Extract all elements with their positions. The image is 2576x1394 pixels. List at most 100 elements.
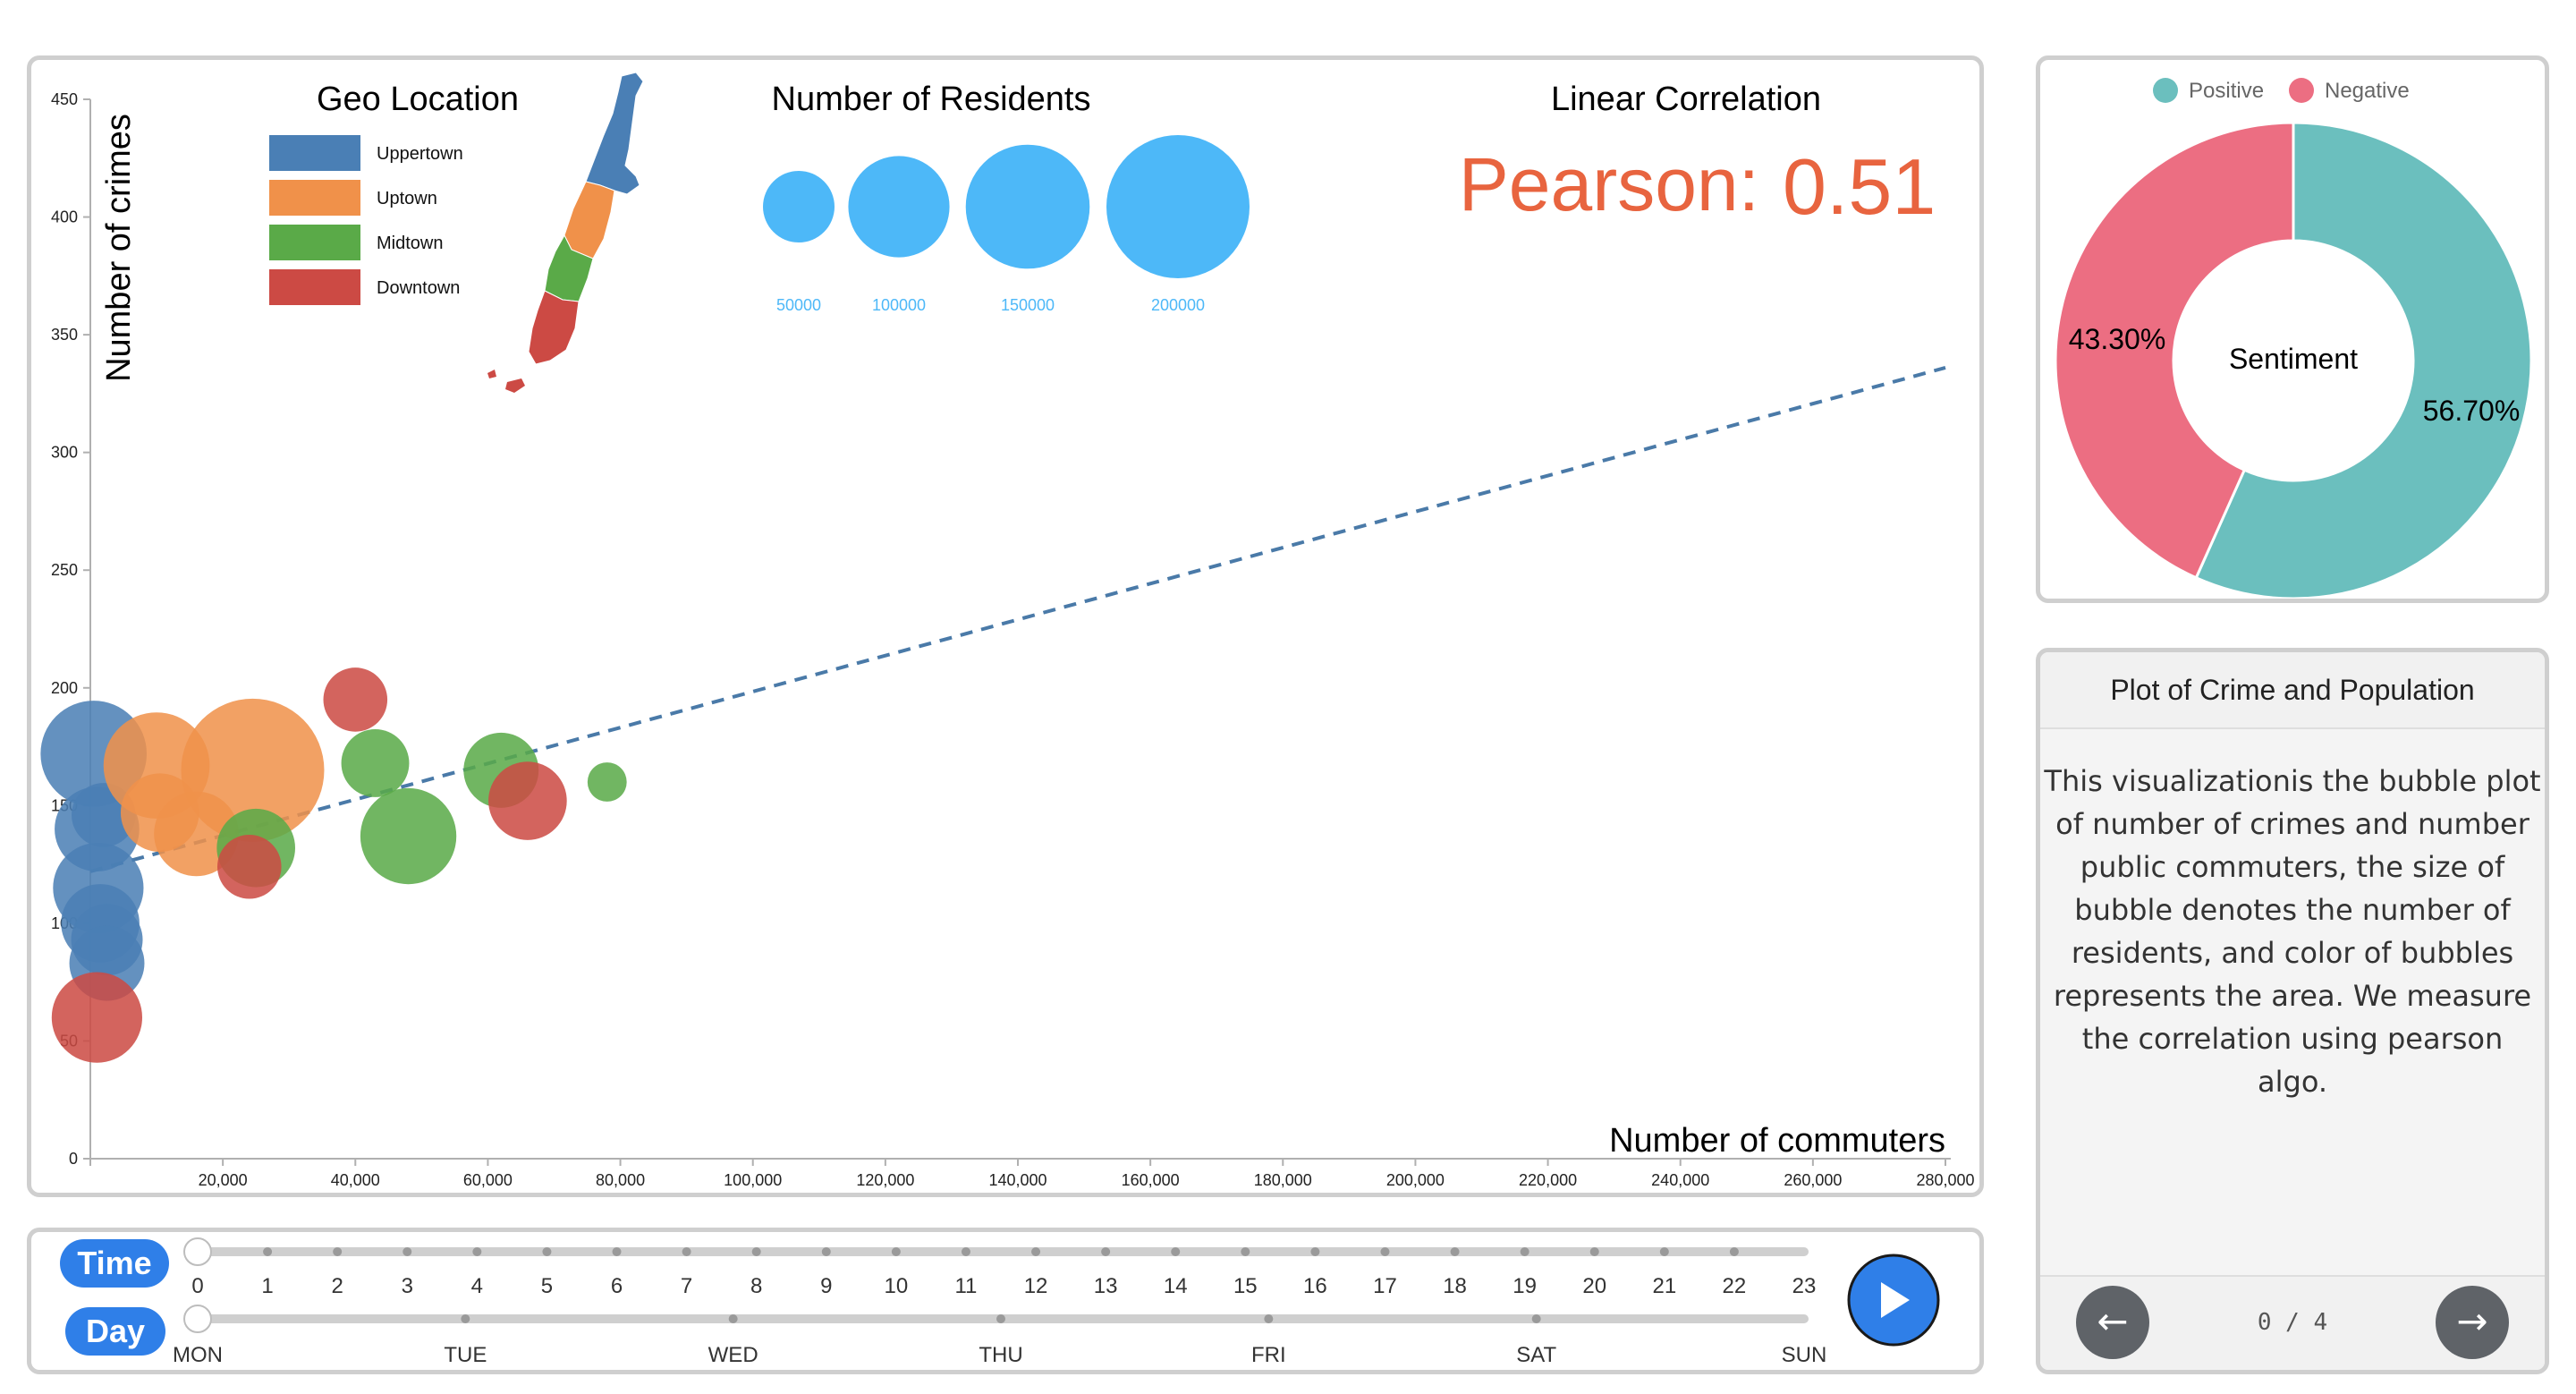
slider-tick-dot <box>1729 1247 1739 1256</box>
day-slider[interactable]: MON TUE WED THU FRI SAT SUN <box>173 1305 1826 1367</box>
x-tick-label: 20,000 <box>199 1171 248 1189</box>
bubble-midtown <box>341 729 410 797</box>
slider-tick-dot <box>1031 1247 1041 1256</box>
info-description: This visualizationis the bubble plot of … <box>2044 764 2541 1099</box>
slider-tick-dot <box>402 1247 412 1256</box>
sentiment-legend: Positive Negative <box>2153 78 2410 103</box>
slider-tick-dot <box>821 1247 831 1256</box>
x-tick-label: 80,000 <box>596 1171 645 1189</box>
size-legend-circle <box>763 171 835 242</box>
slider-tick-dot <box>461 1314 470 1323</box>
slider-tick-dot <box>996 1314 1005 1323</box>
slider-tick-dot <box>1450 1247 1460 1256</box>
slider-tick-dot <box>1101 1247 1111 1256</box>
bubble-downtown <box>323 667 388 732</box>
size-legend-label: 150000 <box>1001 296 1055 314</box>
legend-label: Midtown <box>377 234 443 253</box>
slider-tick-dot <box>1659 1247 1669 1256</box>
geo-legend: Uppertown Uptown Midtown Downtown <box>269 135 463 305</box>
slider-tick-label: 7 <box>681 1274 692 1298</box>
size-legend-label: 200000 <box>1151 296 1205 314</box>
slider-tick-label: 22 <box>1723 1274 1747 1298</box>
slider-tick-label: 4 <box>471 1274 483 1298</box>
slider-tick-label: 23 <box>1792 1274 1817 1298</box>
y-tick-label: 0 <box>69 1150 78 1168</box>
bubble-downtown <box>216 834 282 899</box>
slider-tick-dot <box>1171 1247 1181 1256</box>
slider-tracks: 0 1 2 3 4 5 6 7 8 9 10 11 12 13 14 15 16 17 18 19 20 21 22 23 M… <box>173 1237 1940 1367</box>
x-axis-label: Number of commuters <box>1609 1122 1945 1160</box>
sentiment-legend-label: Negative <box>2325 79 2410 103</box>
size-legend-circle <box>965 144 1090 269</box>
pearson-label: Pearson: <box>1459 142 1759 226</box>
slider-tick-label: 20 <box>1582 1274 1606 1298</box>
slider-tick-dot <box>961 1247 970 1256</box>
slider-tick-label: WED <box>708 1343 758 1367</box>
slider-tick-dot <box>542 1247 552 1256</box>
x-tick-label: 180,000 <box>1254 1171 1312 1189</box>
slider-tick-label: 10 <box>885 1274 909 1298</box>
x-tick-label: 60,000 <box>463 1171 513 1189</box>
slider-tick-dot <box>1380 1247 1390 1256</box>
slider-tick-dot <box>263 1247 273 1256</box>
slider-tick-label: 1 <box>261 1274 273 1298</box>
y-tick-label: 400 <box>51 208 78 226</box>
slider-tick-label: 6 <box>611 1274 623 1298</box>
slider-tick-dot <box>728 1314 738 1323</box>
slider-tick-dot <box>1310 1247 1320 1256</box>
donut-label-positive: 56.70% <box>2423 395 2521 427</box>
slider-tick-dot <box>1520 1247 1530 1256</box>
prev-page-button[interactable]: ← <box>2076 1286 2149 1359</box>
donut-slice-negative <box>2054 121 2295 580</box>
slider-handle <box>183 1305 212 1333</box>
slider-tick-label: MON <box>173 1343 223 1367</box>
scatter-chart-panel: 20,000 40,000 60,000 80,000 100,000 120,000 14… <box>27 55 1984 1197</box>
arrow-right-icon: → <box>2456 1299 2488 1343</box>
legend-label: Uptown <box>377 189 437 208</box>
size-legend-label: 100000 <box>872 296 926 314</box>
slider-tick-label: 2 <box>331 1274 343 1298</box>
slider-tick-label: FRI <box>1251 1343 1286 1367</box>
x-tick-label: 120,000 <box>856 1171 914 1189</box>
slider-tick-dot <box>751 1247 761 1256</box>
next-page-button[interactable]: → <box>2436 1286 2509 1359</box>
day-label-pill: Day <box>65 1307 165 1356</box>
size-legend-circle <box>848 156 950 258</box>
x-tick-label: 160,000 <box>1122 1171 1180 1189</box>
sentiment-legend-dot <box>2153 78 2178 103</box>
y-axis-label: Number of crimes <box>100 114 138 382</box>
slider-tick-label: 18 <box>1443 1274 1467 1298</box>
slider-tick-label: 0 <box>191 1274 203 1298</box>
slider-tick-dot <box>891 1247 901 1256</box>
size-legend-label: 50000 <box>776 296 821 314</box>
slider-tick-dot <box>682 1247 691 1256</box>
time-slider[interactable]: 0 1 2 3 4 5 6 7 8 9 10 11 12 13 14 15 16 17 18 19 20 21 22 23 <box>183 1237 1817 1298</box>
time-day-controls: Time Day 0 1 2 3 4 5 6 7 8 9 10 11 12 13 14 15 16 17 18 19 2… <box>27 1228 1984 1374</box>
sentiment-panel: Positive Negative Sentiment 43.30% 56.70% <box>2036 55 2549 603</box>
x-tick-label: 280,000 <box>1916 1171 1974 1189</box>
x-tick-label: 200,000 <box>1386 1171 1445 1189</box>
arrow-left-icon: ← <box>2097 1299 2129 1343</box>
slider-tick-dot <box>1531 1314 1541 1323</box>
slider-tick-dot <box>1264 1314 1274 1323</box>
donut-slices <box>2054 121 2533 599</box>
x-tick-label: 260,000 <box>1784 1171 1842 1189</box>
page-indicator: 0 / 4 <box>2257 1309 2328 1336</box>
play-button[interactable] <box>1847 1254 1940 1347</box>
legend-swatch <box>269 269 360 305</box>
time-label-pill: Time <box>60 1239 169 1288</box>
legend-label: Downtown <box>377 278 460 298</box>
slider-tick-dot <box>472 1247 482 1256</box>
y-tick-label: 450 <box>51 90 78 108</box>
slider-tick-dot <box>333 1247 343 1256</box>
play-icon <box>1881 1282 1910 1318</box>
slider-tick-label: 19 <box>1513 1274 1537 1298</box>
donut-label-negative: 43.30% <box>2069 323 2166 355</box>
x-tick-label: 40,000 <box>331 1171 380 1189</box>
slider-tick-dot <box>1589 1247 1599 1256</box>
geo-legend-title: Geo Location <box>317 81 519 118</box>
slider-tick-label: 9 <box>820 1274 832 1298</box>
map-uppertown <box>585 72 644 195</box>
x-tick-label: 220,000 <box>1519 1171 1577 1189</box>
y-tick-label: 350 <box>51 326 78 344</box>
